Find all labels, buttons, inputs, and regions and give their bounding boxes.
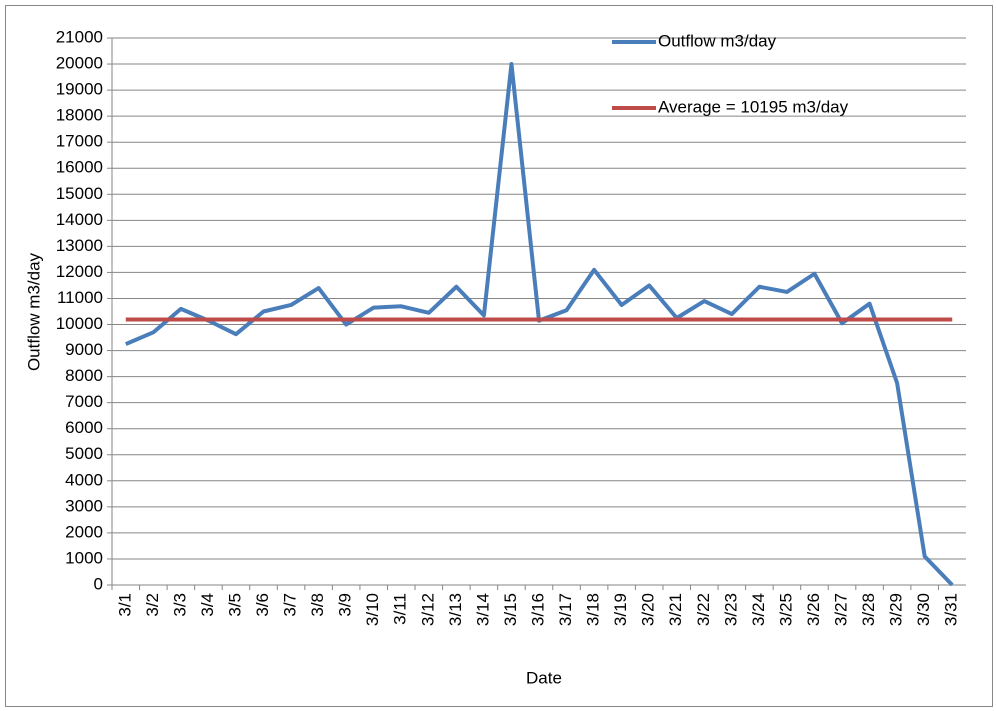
y-tick-label: 21000 [56,27,103,46]
x-tick-label: 3/23 [721,593,740,626]
y-tick-label: 10000 [56,314,103,333]
x-tick-label: 3/12 [418,593,437,626]
x-tick-label: 3/24 [749,593,768,626]
x-tick-label: 3/20 [639,593,658,626]
y-tick-label: 4000 [65,470,103,489]
x-tick-label: 3/11 [391,593,410,625]
legend-label: Average = 10195 m3/day [658,97,849,116]
y-tick-label: 11000 [57,288,103,307]
x-tick-label: 3/10 [363,593,382,626]
x-tick-label: 3/19 [611,593,630,626]
y-tick-label: 1000 [65,548,103,567]
x-tick-label: 3/6 [253,593,272,617]
x-tick-label: 3/15 [501,593,520,626]
x-tick-label: 3/4 [198,593,217,617]
y-tick-label: 5000 [65,444,103,463]
x-tick-label: 3/3 [170,593,189,617]
y-tick-label: 13000 [56,236,103,255]
y-tick-label: 0 [94,574,103,593]
y-tick-label: 18000 [56,106,103,125]
x-tick-label: 3/14 [473,593,492,626]
y-tick-label: 15000 [56,184,103,203]
x-tick-label: 3/16 [528,593,547,626]
x-tick-label: 3/29 [887,593,906,626]
x-tick-label: 3/25 [776,593,795,626]
legend-label: Outflow m3/day [658,31,777,50]
x-tick-label: 3/31 [942,593,961,626]
y-tick-label: 14000 [56,210,103,229]
x-tick-label: 3/13 [446,593,465,626]
y-tick-label: 7000 [65,392,103,411]
x-tick-label: 3/9 [336,593,355,617]
x-tick-label: 3/18 [584,593,603,626]
y-tick-label: 8000 [65,366,103,385]
y-tick-label: 16000 [56,158,103,177]
y-tick-label: 9000 [65,340,103,359]
y-tick-label: 12000 [56,262,103,281]
y-tick-label: 19000 [56,80,103,99]
y-tick-label: 2000 [65,522,103,541]
y-tick-label: 3000 [65,496,103,515]
x-tick-label: 3/30 [914,593,933,626]
y-axis-label: Outflow m3/day [24,252,43,371]
x-tick-label: 3/8 [308,593,327,617]
x-tick-label: 3/28 [859,593,878,626]
x-tick-label: 3/27 [832,593,851,626]
x-tick-label: 3/5 [225,593,244,617]
y-tick-label: 20000 [56,54,103,73]
x-axis-label: Date [526,668,562,687]
x-tick-label: 3/21 [666,593,685,626]
x-tick-label: 3/22 [694,593,713,626]
x-tick-label: 3/17 [556,593,575,626]
y-tick-label: 6000 [65,418,103,437]
y-tick-label: 17000 [56,132,103,151]
x-tick-label: 3/7 [281,593,300,617]
x-tick-label: 3/1 [115,593,134,617]
x-tick-label: 3/2 [143,593,162,617]
x-tick-label: 3/26 [804,593,823,626]
